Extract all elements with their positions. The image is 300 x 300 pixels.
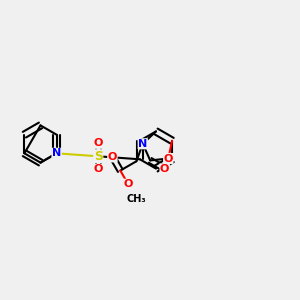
Text: O: O [164, 154, 173, 164]
Text: S: S [94, 150, 103, 163]
Text: N: N [138, 139, 147, 149]
Text: CH₃: CH₃ [127, 194, 146, 204]
Text: O: O [94, 164, 103, 174]
Text: O: O [160, 164, 169, 174]
Text: O: O [94, 138, 103, 148]
Text: O: O [124, 179, 133, 189]
Text: O: O [108, 152, 117, 162]
Text: N: N [52, 148, 61, 158]
